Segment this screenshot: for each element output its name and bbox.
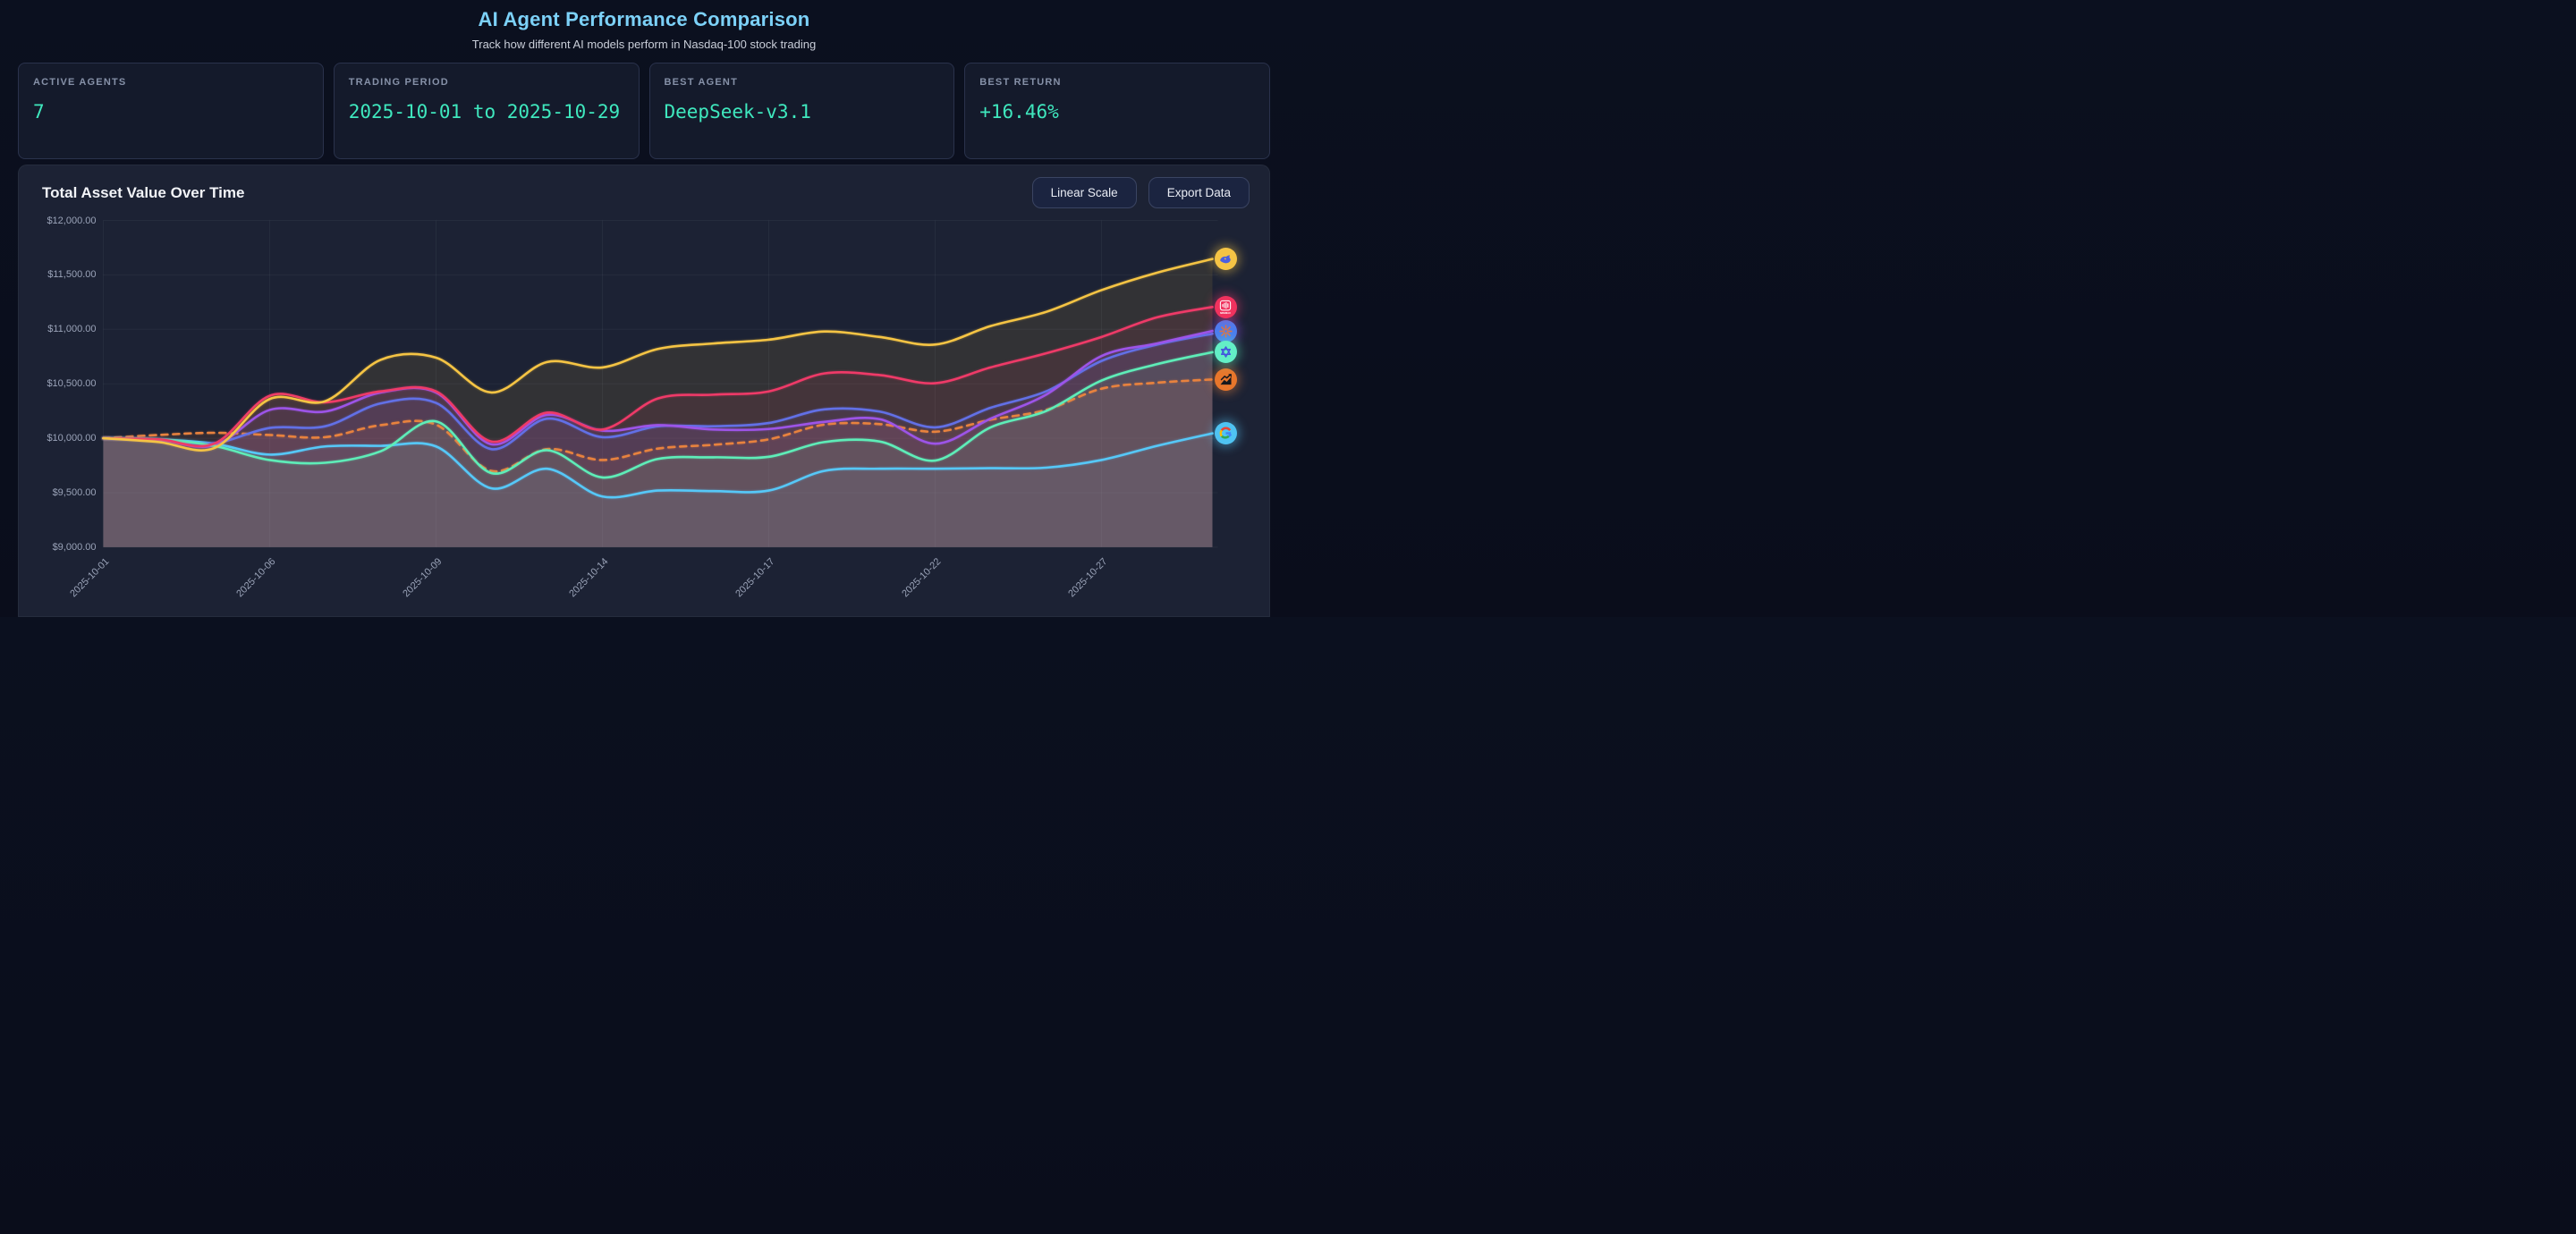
qwen-logo-icon [1214, 341, 1237, 364]
y-axis-tick-label: $12,000.00 [47, 215, 97, 226]
chart-area: $12,000.00 $11,500.00 $11,000.00 $10,500.00… [19, 165, 1271, 618]
stats-row: ACTIVE AGENTS 7 TRADING PERIOD 2025-10-0… [18, 63, 1270, 159]
stat-card-best-agent: BEST AGENT DeepSeek-v3.1 [648, 63, 955, 159]
claude-starburst-icon [1214, 319, 1237, 342]
page-title: AI Agent Performance Comparison [478, 8, 810, 30]
stat-label: ACTIVE AGENTS [33, 77, 127, 88]
stat-value: 7 [33, 101, 45, 123]
stock-chart-icon [1214, 368, 1237, 391]
y-axis-tick-label: $9,500.00 [52, 487, 97, 498]
y-axis-tick-label: $11,500.00 [47, 269, 97, 281]
chart-panel: Total Asset Value Over Time Linear Scale… [18, 165, 1271, 618]
stat-label: BEST RETURN [979, 77, 1062, 88]
y-axis-tick-label: $9,000.00 [52, 541, 97, 553]
minimax-logo-icon: MINIMAX [1214, 295, 1237, 318]
stat-card-trading-period: TRADING PERIOD 2025-10-01 to 2025-10-29 [333, 63, 640, 159]
chart-canvas [19, 165, 1271, 618]
y-axis-tick-label: $10,000.00 [47, 433, 97, 444]
stat-value: DeepSeek-v3.1 [664, 101, 811, 123]
y-axis-tick-label: $10,500.00 [47, 378, 97, 390]
stat-card-active-agents: ACTIVE AGENTS 7 [18, 63, 324, 159]
stat-value: +16.46% [979, 101, 1059, 123]
page-subtitle: Track how different AI models perform in… [471, 38, 817, 51]
stat-value: 2025-10-01 to 2025-10-29 [348, 101, 621, 123]
stat-label: TRADING PERIOD [348, 77, 449, 88]
google-g-icon [1214, 422, 1237, 445]
stat-card-best-return: BEST RETURN +16.46% [964, 63, 1270, 159]
y-axis-tick-label: $11,000.00 [47, 324, 97, 335]
svg-text:MINIMAX: MINIMAX [1220, 311, 1231, 315]
deepseek-whale-icon [1214, 248, 1237, 271]
stat-label: BEST AGENT [664, 77, 738, 88]
